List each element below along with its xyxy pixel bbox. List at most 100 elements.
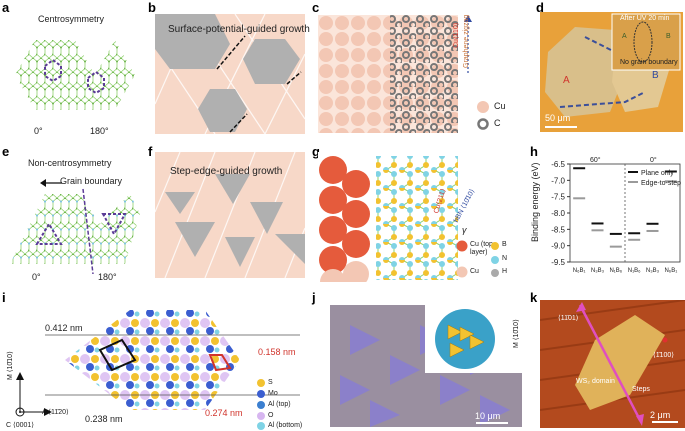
grain-boundary-arrow	[40, 179, 62, 187]
afm-image-k	[540, 300, 685, 428]
panel-letter: g	[312, 144, 320, 159]
legend-label: S	[268, 379, 273, 386]
y-tick-label: -6.5	[551, 160, 565, 169]
y-axis-label: Binding energy (eV)	[530, 162, 540, 242]
arrow-label: Graphene zigzag	[463, 14, 470, 68]
scale-bar	[476, 422, 508, 424]
legend-mo-marker	[257, 390, 265, 398]
panel-title: Step-edge-guided growth	[170, 166, 283, 177]
inset-label: B	[666, 33, 671, 40]
axis-label: A ⟨11̄20⟩	[42, 409, 69, 416]
scale-bar	[652, 421, 678, 423]
x-tick-label: N₃B₃	[646, 268, 660, 274]
legend-cu-marker	[477, 101, 489, 113]
legend-label: Al (top)	[268, 401, 291, 408]
legend-label: Mo	[268, 390, 278, 397]
group-label: 0°	[650, 157, 657, 164]
y-tick-label: -9.0	[551, 242, 565, 251]
angle-label: 180°	[98, 272, 117, 282]
inset-label: No grain boundary	[620, 59, 678, 66]
panel-title: Centrosymmetry	[38, 14, 105, 24]
legend-label: Al (bottom)	[268, 422, 303, 429]
legend-label: H	[502, 268, 508, 275]
cu-graphene-lattice	[318, 15, 458, 133]
panel-letter: i	[2, 290, 6, 305]
axis-label: C ⟨0001⟩	[6, 422, 35, 429]
direction-label: ⟨1̄100⟩	[653, 352, 675, 359]
angle-label: γ	[462, 225, 467, 235]
distance-label: 0.158 nm	[258, 347, 296, 357]
direction-label: ⟨11̄01⟩	[558, 315, 579, 322]
step-edge-growth-diagram	[155, 152, 305, 278]
legend-b-marker	[491, 242, 499, 250]
scale-bar-label: 2 μm	[650, 410, 671, 420]
scale-bar	[545, 126, 577, 128]
panel-letter: e	[2, 144, 10, 159]
panel-letter: j	[312, 290, 316, 305]
y-tick-label: -7.0	[551, 176, 565, 185]
inset-label: A	[622, 33, 627, 40]
panel-letter: k	[530, 290, 538, 305]
legend-n-marker	[491, 256, 499, 264]
region-label: A	[563, 75, 570, 86]
angle-label: 0°	[32, 272, 41, 282]
legend-label: Plane only	[641, 170, 674, 177]
y-tick-label: -9.5	[551, 258, 565, 267]
legend-s-marker	[257, 379, 265, 387]
panel-letter: h	[530, 144, 538, 159]
y-tick-label: -8.5	[551, 225, 565, 234]
surface-growth-diagram	[155, 14, 305, 134]
legend-label: Cu	[470, 268, 479, 275]
panel-letter: c	[312, 0, 320, 15]
group-label: 60°	[590, 157, 601, 164]
optical-micrograph-d	[540, 12, 683, 132]
distance-label: 0.274 nm	[205, 408, 243, 418]
cu-hbn-step-structure	[318, 152, 463, 282]
legend-al-top-marker	[257, 401, 265, 409]
x-tick-label: N₁B₆	[628, 268, 641, 274]
angle-label: 180°	[90, 126, 109, 136]
scale-bar-label: 50 μm	[545, 113, 571, 123]
axis-label: M ⟨10̄10⟩	[513, 319, 520, 348]
axis-arrows	[15, 372, 52, 417]
angle-label: 0°	[34, 126, 43, 136]
legend-cu-top-marker	[456, 240, 468, 252]
distance-label: 0.238 nm	[85, 414, 123, 424]
legend-label: B	[502, 241, 507, 248]
legend-label: O	[268, 412, 274, 419]
inset-title: After UV 20 min	[620, 15, 670, 22]
panel-letter: d	[536, 0, 544, 15]
legend-label: Cu (top layer)	[470, 241, 493, 256]
arrow-label: Cu⟨110⟩	[453, 22, 460, 48]
panel-letter: f	[148, 144, 153, 159]
legend-label: Cu	[494, 101, 506, 111]
region-label: B	[652, 70, 659, 81]
panel-title: Surface-potential-guided growth	[168, 24, 310, 35]
legend-c-marker	[477, 118, 489, 130]
x-tick-label: N₁B₆	[609, 268, 622, 274]
x-tick-label: N₆B₁	[573, 268, 586, 274]
x-tick-label: N₆B₁	[664, 268, 677, 274]
legend-cu-marker	[456, 266, 468, 278]
panel-title: Non-centrosymmetry	[28, 158, 112, 168]
y-tick-label: -8.0	[551, 209, 565, 218]
steps-label: Steps	[632, 386, 650, 393]
hbn-lattice-e	[10, 188, 140, 274]
binding-energy-chart: -6.5 -7.0 -7.5 -8.0 -8.5 -9.0 -9.5 N₆B₁ N₃B₃ N₁B₆…	[551, 160, 681, 274]
ws2-triangles-micrograph	[330, 305, 522, 427]
legend-label: Edge-to-step	[641, 180, 681, 187]
y-tick-label: -7.5	[551, 193, 565, 202]
x-tick-label: N₃B₃	[591, 268, 605, 274]
legend-al-bottom-marker	[257, 422, 265, 430]
domain-label: WS₂ domain	[576, 378, 615, 385]
graphene-lattice-a	[15, 40, 135, 110]
legend-label: N	[502, 255, 508, 262]
panel-letter: a	[2, 0, 10, 15]
scale-bar-label: 10 μm	[475, 411, 501, 421]
legend-o-marker	[257, 412, 265, 420]
grain-boundary-label: Grain boundary	[60, 176, 123, 186]
distance-label: 0.412 nm	[45, 323, 83, 333]
direction-arrow	[464, 15, 472, 73]
panel-letter: b	[148, 0, 156, 15]
legend-label: C	[494, 118, 501, 128]
